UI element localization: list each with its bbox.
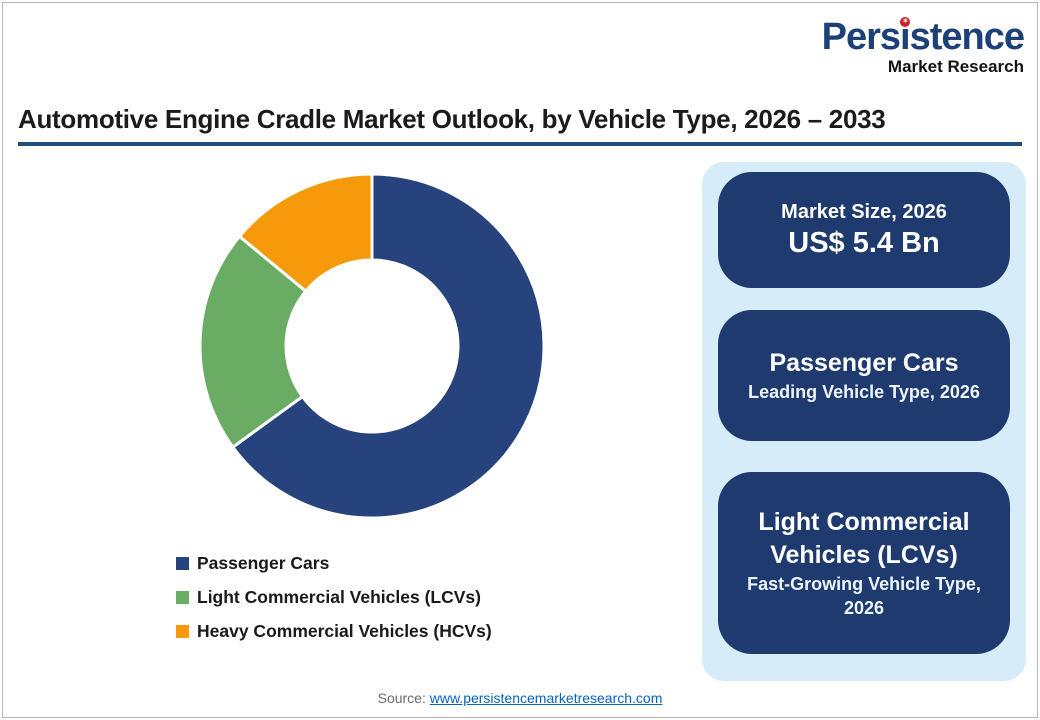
fast-growing-segment-card-title: Light Commercial Vehicles (LCVs) xyxy=(758,508,970,569)
donut-slice-0 xyxy=(231,172,546,520)
fast-growing-segment-card: Light Commercial Vehicles (LCVs) Fast-Gr… xyxy=(718,472,1010,654)
chart-legend: Passenger Cars Light Commercial Vehicles… xyxy=(176,546,492,648)
legend-label: Light Commercial Vehicles (LCVs) xyxy=(197,586,481,607)
market-size-card-title: Market Size, 2026 xyxy=(781,200,947,223)
leading-segment-card-subtitle: Leading Vehicle Type, 2026 xyxy=(748,382,980,403)
legend-label: Heavy Commercial Vehicles (HCVs) xyxy=(197,620,492,641)
brand-logo-wordmark: Persı ✶ stence xyxy=(821,16,1025,58)
title-underline xyxy=(18,142,1022,146)
leading-segment-card-title: Passenger Cars xyxy=(769,348,959,377)
source-link[interactable]: www.persistencemarketresearch.com xyxy=(429,690,663,706)
leading-segment-card: Passenger Cars Leading Vehicle Type, 202… xyxy=(718,310,1010,441)
legend-item-hcv: Heavy Commercial Vehicles (HCVs) xyxy=(176,614,492,648)
legend-swatch-hcv xyxy=(176,624,189,638)
legend-swatch-passenger-cars xyxy=(176,556,189,570)
market-size-card: Market Size, 2026 US$ 5.4 Bn xyxy=(718,172,1010,288)
legend-item-passenger-cars: Passenger Cars xyxy=(176,546,492,580)
source-line: Source: www.persistencemarketresearch.co… xyxy=(0,690,1040,706)
brand-star-dot-icon: ✶ xyxy=(899,17,910,27)
page-title: Automotive Engine Cradle Market Outlook,… xyxy=(18,104,886,134)
donut-slice-1 xyxy=(198,234,308,449)
legend-label: Passenger Cars xyxy=(197,552,330,573)
brand-text-left: Pers xyxy=(821,16,901,58)
donut-chart xyxy=(192,166,552,526)
fast-growing-segment-card-subtitle: Fast-Growing Vehicle Type, 2026 xyxy=(747,574,981,618)
donut-chart-svg xyxy=(198,172,546,520)
legend-item-lcv: Light Commercial Vehicles (LCVs) xyxy=(176,580,492,614)
source-label: Source: xyxy=(377,690,426,706)
highlight-panel: Market Size, 2026 US$ 5.4 Bn Passenger C… xyxy=(702,162,1026,681)
brand-letter-i: ı ✶ xyxy=(899,16,911,58)
brand-text-right: stence xyxy=(909,16,1025,58)
donut-slice-2 xyxy=(237,172,374,293)
market-size-card-value: US$ 5.4 Bn xyxy=(788,226,940,259)
brand-logo-subtitle: Market Research xyxy=(887,57,1024,76)
brand-logo: Persı ✶ stence Market Research xyxy=(821,16,1025,76)
legend-swatch-lcv xyxy=(176,590,189,604)
